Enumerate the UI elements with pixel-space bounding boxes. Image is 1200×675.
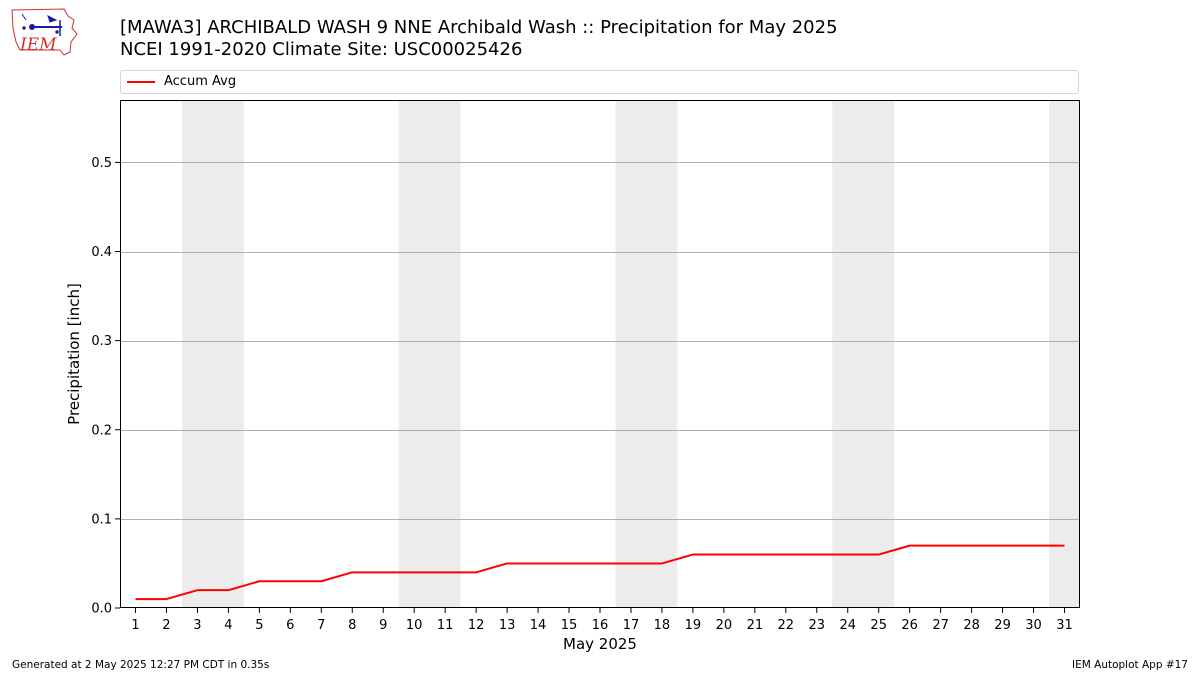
x-tick-label: 22 xyxy=(778,618,795,633)
legend: Accum Avg xyxy=(120,70,1079,94)
x-tick-label: 6 xyxy=(286,618,294,633)
x-tick-label: 30 xyxy=(1025,618,1042,633)
title-line-2: NCEI 1991-2020 Climate Site: USC00025426 xyxy=(120,39,523,60)
weekend-band-1 xyxy=(181,100,244,608)
x-tick-label: 25 xyxy=(870,618,887,633)
x-tick-label: 29 xyxy=(994,618,1011,633)
iem-logo: IEM xyxy=(11,8,78,56)
x-tick-label: 17 xyxy=(623,618,640,633)
x-tick-label: 1 xyxy=(131,618,139,633)
y-axis-label: Precipitation [inch] xyxy=(65,283,83,425)
x-tick-label: 13 xyxy=(499,618,516,633)
weekend-band-3 xyxy=(615,100,678,608)
y-tick-label: 0.2 xyxy=(91,423,112,438)
app-id: IEM Autoplot App #17 xyxy=(1072,659,1188,671)
title-line-1: [MAWA3] ARCHIBALD WASH 9 NNE Archibald W… xyxy=(120,17,838,38)
y-tick-label: 0.1 xyxy=(91,512,112,527)
weekend-band-4 xyxy=(832,100,895,608)
x-axis-label: May 2025 xyxy=(563,635,637,653)
logo-text: IEM xyxy=(19,35,57,55)
x-tick-label: 9 xyxy=(379,618,387,633)
x-tick-label: 2 xyxy=(162,618,170,633)
x-axis: 1 2 3 4 5 6 7 8 9 10 11 12 13 14 15 16 17 18 19 20 21 22 23 24 2… xyxy=(131,608,1073,633)
legend-label-accum-avg: Accum Avg xyxy=(164,74,237,89)
state-outline xyxy=(11,8,78,56)
x-tick-label: 15 xyxy=(561,618,578,633)
weather-station-icon xyxy=(21,13,62,36)
x-tick-label: 4 xyxy=(224,618,232,633)
weekend-band-5 xyxy=(1049,100,1080,608)
x-tick-label: 8 xyxy=(348,618,356,633)
x-tick-label: 3 xyxy=(193,618,201,633)
y-gridlines xyxy=(120,162,1080,520)
x-tick-label: 16 xyxy=(592,618,609,633)
x-tick-label: 19 xyxy=(685,618,702,633)
chart-title: [MAWA3] ARCHIBALD WASH 9 NNE Archibald W… xyxy=(120,17,838,61)
x-tick-label: 14 xyxy=(530,618,547,633)
weekend-band-2 xyxy=(398,100,461,608)
y-tick-label: 0.5 xyxy=(91,156,112,171)
x-tick-label: 18 xyxy=(654,618,671,633)
weekend-bands xyxy=(181,100,1080,608)
x-tick-label: 28 xyxy=(963,618,980,633)
x-tick-label: 11 xyxy=(437,618,454,633)
x-tick-label: 5 xyxy=(255,618,263,633)
plot-frame xyxy=(120,100,1080,608)
x-tick-label: 12 xyxy=(468,618,485,633)
line-accum-avg xyxy=(135,544,1065,601)
x-tick-label: 26 xyxy=(901,618,918,633)
x-tick-label: 7 xyxy=(317,618,325,633)
y-tick-label: 0.3 xyxy=(91,334,112,349)
generated-timestamp: Generated at 2 May 2025 12:27 PM CDT in … xyxy=(12,659,270,671)
x-tick-label: 27 xyxy=(932,618,949,633)
y-axis: 0.0 0.1 0.2 0.3 0.4 0.5 xyxy=(91,156,120,617)
y-tick-label: 0.0 xyxy=(91,602,112,617)
x-tick-label: 24 xyxy=(839,618,856,633)
series-accum-avg xyxy=(135,544,1065,601)
legend-swatch-accum-avg xyxy=(127,81,155,83)
y-tick-label: 0.4 xyxy=(91,245,112,260)
x-tick-label: 31 xyxy=(1056,618,1073,633)
x-tick-label: 23 xyxy=(809,618,826,633)
x-tick-label: 20 xyxy=(716,618,733,633)
x-tick-label: 10 xyxy=(406,618,423,633)
x-tick-label: 21 xyxy=(747,618,764,633)
